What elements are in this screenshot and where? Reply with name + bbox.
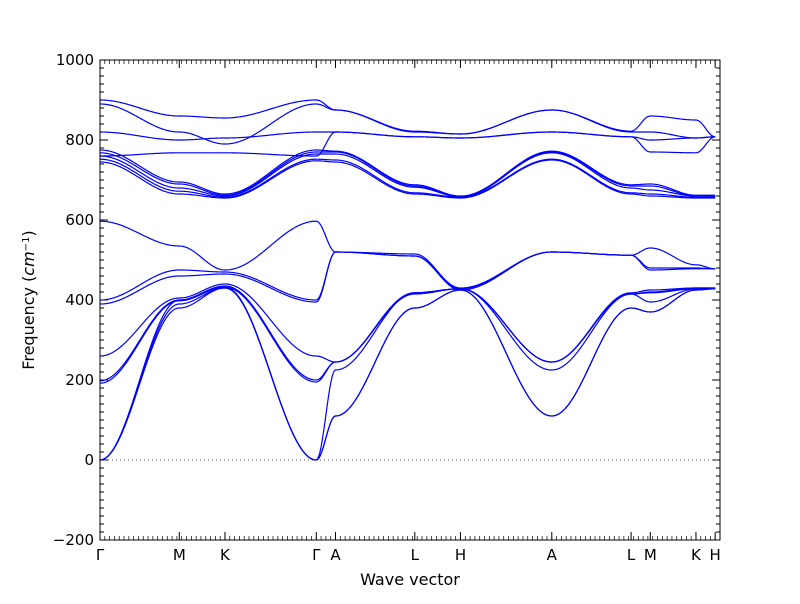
x-tick-label: H bbox=[455, 546, 466, 564]
y-axis-label-close: ) bbox=[19, 230, 38, 236]
band-line bbox=[100, 287, 716, 461]
y-axis-label-main: Frequency ( bbox=[19, 276, 38, 370]
band-line bbox=[100, 151, 716, 198]
band-line bbox=[100, 131, 716, 157]
x-tick-label: K bbox=[691, 546, 702, 564]
band-line bbox=[100, 287, 716, 461]
x-tick-label: K bbox=[220, 546, 231, 564]
y-tick-label: 400 bbox=[65, 291, 94, 309]
band-line bbox=[100, 286, 716, 461]
y-tick-label: 1000 bbox=[56, 51, 94, 69]
band-line bbox=[100, 152, 716, 198]
x-tick-label: A bbox=[547, 546, 558, 564]
y-axis-label-unit: cm bbox=[19, 251, 38, 275]
band-line bbox=[100, 159, 716, 199]
band-line bbox=[100, 285, 716, 382]
band-line bbox=[100, 99, 716, 138]
x-tick-label: H bbox=[710, 546, 721, 564]
y-tick-label: −200 bbox=[53, 531, 94, 549]
x-tick-label: A bbox=[330, 546, 341, 564]
y-tick-label: 0 bbox=[84, 451, 94, 469]
x-tick-label: Γ bbox=[312, 546, 321, 564]
band-line bbox=[100, 220, 716, 289]
y-tick-label: 800 bbox=[65, 131, 94, 149]
x-tick-label: Γ bbox=[96, 546, 105, 564]
x-tick-label: M bbox=[644, 546, 657, 564]
band-line bbox=[100, 131, 716, 141]
plot-frame bbox=[99, 59, 721, 541]
y-tick-label: 200 bbox=[65, 371, 94, 389]
x-tick-label: L bbox=[627, 546, 636, 564]
x-tick-label: M bbox=[173, 546, 186, 564]
x-tick-label: L bbox=[411, 546, 420, 564]
band-line bbox=[100, 149, 716, 197]
bands-layer bbox=[100, 99, 716, 461]
band-line bbox=[100, 283, 716, 363]
band-line bbox=[100, 103, 716, 145]
y-axis-label-exponent: −1 bbox=[21, 237, 32, 252]
band-line bbox=[100, 158, 716, 198]
x-axis-label: Wave vector bbox=[360, 570, 460, 589]
y-tick-label: 600 bbox=[65, 211, 94, 229]
y-axis-label: Frequency (cm−1) bbox=[19, 230, 38, 369]
